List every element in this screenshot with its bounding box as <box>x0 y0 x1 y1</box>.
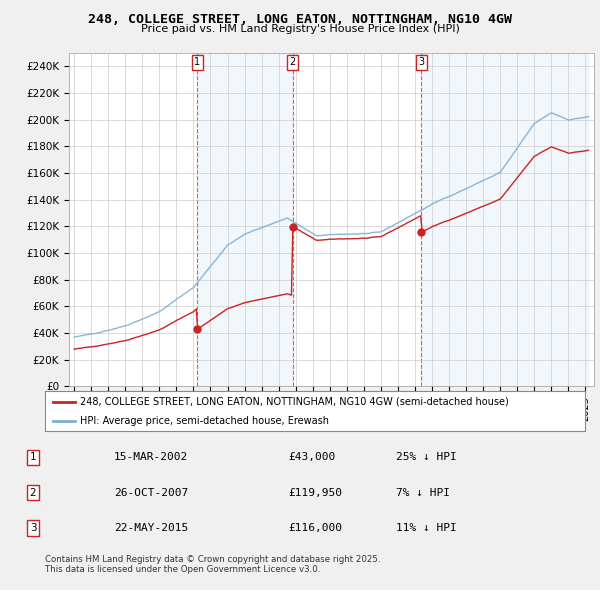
Text: 248, COLLEGE STREET, LONG EATON, NOTTINGHAM, NG10 4GW: 248, COLLEGE STREET, LONG EATON, NOTTING… <box>88 13 512 26</box>
Text: 3: 3 <box>29 523 37 533</box>
Text: 11% ↓ HPI: 11% ↓ HPI <box>396 523 457 533</box>
Text: £119,950: £119,950 <box>288 488 342 497</box>
Text: £116,000: £116,000 <box>288 523 342 533</box>
Text: 15-MAR-2002: 15-MAR-2002 <box>114 453 188 462</box>
Text: HPI: Average price, semi-detached house, Erewash: HPI: Average price, semi-detached house,… <box>80 416 329 425</box>
Text: 22-MAY-2015: 22-MAY-2015 <box>114 523 188 533</box>
Text: 1: 1 <box>29 453 37 462</box>
Text: Contains HM Land Registry data © Crown copyright and database right 2025.
This d: Contains HM Land Registry data © Crown c… <box>45 555 380 574</box>
Bar <box>197 53 293 386</box>
Text: Price paid vs. HM Land Registry's House Price Index (HPI): Price paid vs. HM Land Registry's House … <box>140 24 460 34</box>
Text: 2: 2 <box>290 57 296 67</box>
Text: 248, COLLEGE STREET, LONG EATON, NOTTINGHAM, NG10 4GW (semi-detached house): 248, COLLEGE STREET, LONG EATON, NOTTING… <box>80 397 509 407</box>
Text: 2: 2 <box>29 488 37 497</box>
Text: 7% ↓ HPI: 7% ↓ HPI <box>396 488 450 497</box>
Text: 3: 3 <box>418 57 425 67</box>
Text: £43,000: £43,000 <box>288 453 335 462</box>
Bar <box>421 53 589 386</box>
Text: 1: 1 <box>194 57 200 67</box>
Text: 25% ↓ HPI: 25% ↓ HPI <box>396 453 457 462</box>
Text: 26-OCT-2007: 26-OCT-2007 <box>114 488 188 497</box>
